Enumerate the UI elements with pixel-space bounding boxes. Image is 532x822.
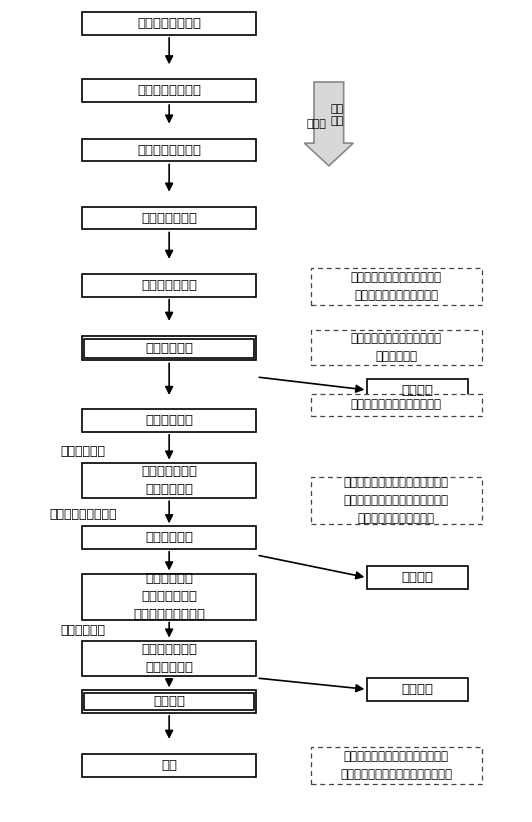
Text: 複数の申立てがあれば原則、
併合して審理: 複数の申立てがあれば原則、 併合して審理 — [351, 332, 442, 363]
Bar — [85, 693, 254, 710]
Bar — [82, 641, 256, 677]
Bar — [82, 207, 256, 229]
Bar — [82, 80, 256, 102]
Text: ・意見書を提出
・訂正の請求: ・意見書を提出 ・訂正の請求 — [141, 644, 197, 674]
Text: 訂正請求があった場合〈特許異議
申立人が希望しないとき、特別の
事情があるときを除く〉: 訂正請求があった場合〈特許異議 申立人が希望しないとき、特別の 事情があるときを… — [344, 477, 448, 525]
Bar — [311, 394, 481, 416]
Text: 取消理由通知
〈決定の予告〉
〈訂正機会の付与〉: 取消理由通知 〈決定の予告〉 〈訂正機会の付与〉 — [133, 572, 205, 621]
Text: 特許異議の申立て: 特許異議の申立て — [137, 144, 201, 156]
Bar — [311, 478, 481, 524]
Bar — [367, 379, 469, 401]
Text: 申立書副本送付: 申立書副本送付 — [141, 279, 197, 292]
Bar — [82, 464, 256, 498]
Text: ・意見書を提出
・訂正の請求: ・意見書を提出 ・訂正の請求 — [141, 465, 197, 496]
Text: 本案審理開始: 本案審理開始 — [145, 342, 193, 354]
Text: 取消理由がなければ維持決定: 取消理由がなければ維持決定 — [351, 399, 442, 411]
Bar — [311, 747, 481, 783]
Bar — [367, 678, 469, 700]
Text: 〈特許権者〉: 〈特許権者〉 — [60, 624, 105, 636]
Text: 特許掲載公報発行: 特許掲載公報発行 — [137, 84, 201, 97]
Bar — [82, 274, 256, 297]
Bar — [85, 339, 254, 358]
Text: 取消決定: 取消決定 — [153, 695, 185, 708]
Text: 取消理由通知: 取消理由通知 — [145, 414, 193, 427]
Text: 特許権の設定登録: 特許権の設定登録 — [137, 17, 201, 30]
Text: 方式調査、審理: 方式調査、審理 — [141, 211, 197, 224]
Bar — [82, 12, 256, 35]
Bar — [82, 690, 256, 713]
Text: 維持決定: 維持決定 — [402, 571, 434, 584]
Bar — [367, 566, 469, 589]
Bar — [82, 754, 256, 777]
Bar — [311, 330, 481, 365]
Text: 出訴: 出訴 — [161, 759, 177, 772]
Bar — [82, 336, 256, 360]
Bar — [82, 139, 256, 161]
Bar — [82, 409, 256, 432]
Bar — [82, 575, 256, 620]
Text: 取消決定に対し、東京高等裁判所
〈知的財産高等裁判所〉へ出訴可能: 取消決定に対し、東京高等裁判所 〈知的財産高等裁判所〉へ出訴可能 — [340, 750, 452, 781]
Polygon shape — [304, 82, 353, 166]
Text: 維持決定: 維持決定 — [402, 683, 434, 696]
Text: 特許権者は申立期間経過前の
審理を希望することも可能: 特許権者は申立期間経過前の 審理を希望することも可能 — [351, 270, 442, 302]
Text: ６カ月: ６カ月 — [306, 119, 327, 129]
Text: 意見書を提出: 意見書を提出 — [145, 531, 193, 544]
Text: 維持決定: 維持決定 — [402, 384, 434, 396]
Bar — [311, 268, 481, 304]
Bar — [82, 526, 256, 549]
Text: 申立
期間: 申立 期間 — [331, 104, 344, 127]
Text: 〈特許権者〉: 〈特許権者〉 — [60, 445, 105, 458]
Text: 〈特許異議申立人〉: 〈特許異議申立人〉 — [49, 508, 117, 521]
